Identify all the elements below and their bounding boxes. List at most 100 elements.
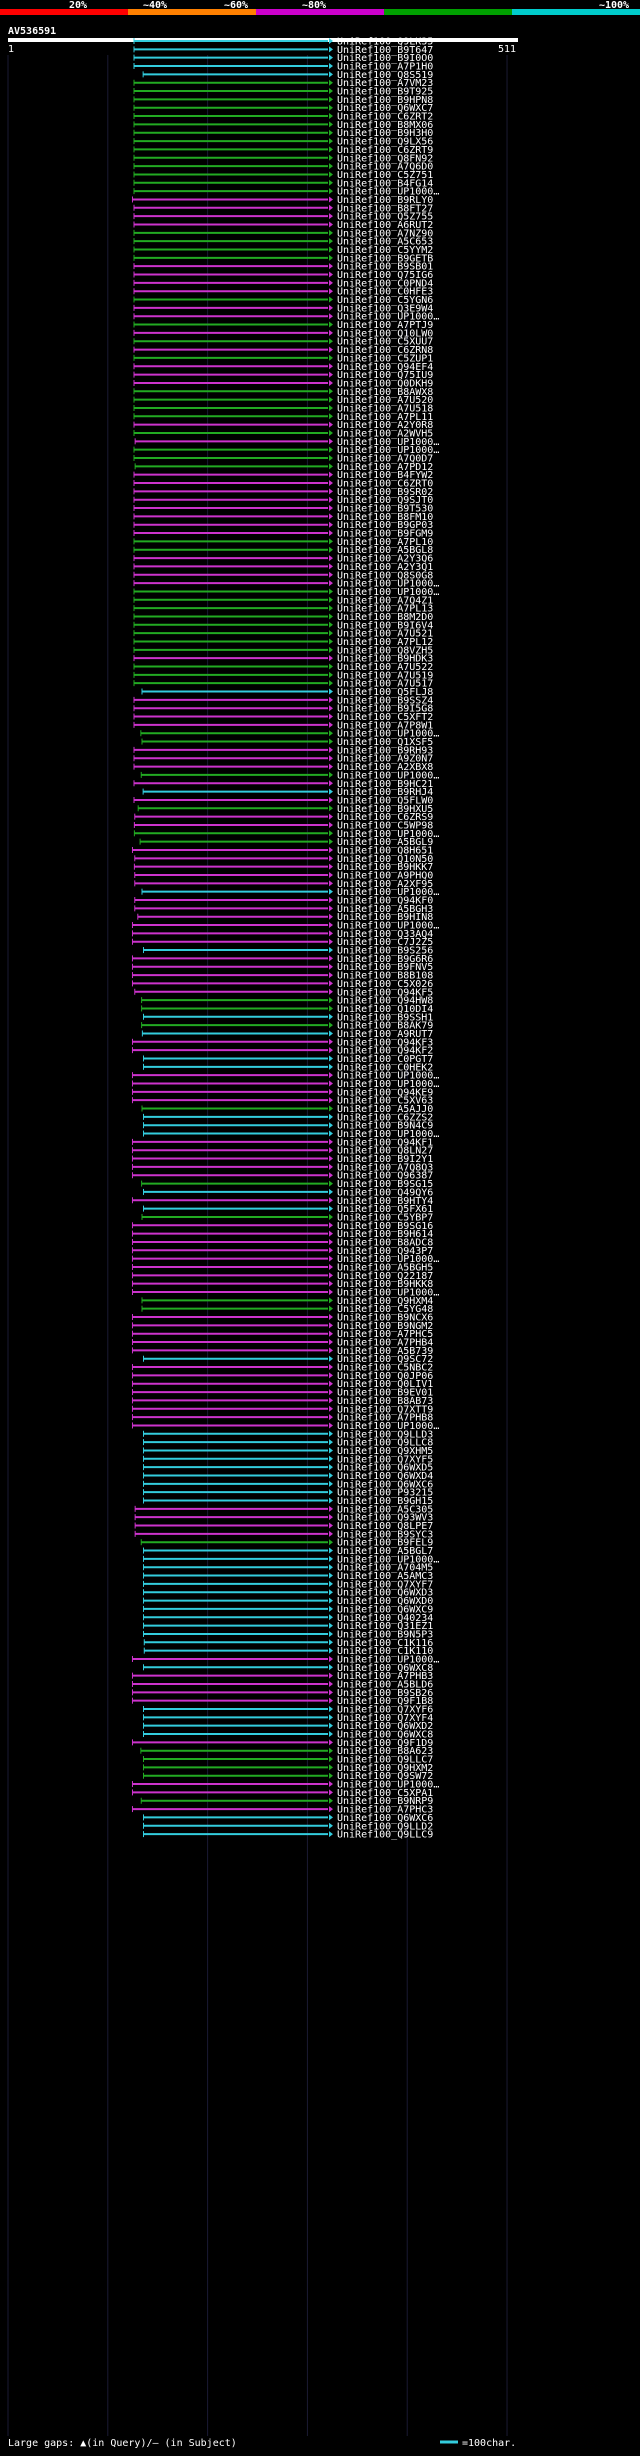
hit-name[interactable]: UniRef100_B9NGM2: [337, 1321, 433, 1332]
hit-name[interactable]: UniRef100_C6ZRT2: [337, 112, 433, 123]
hit-name[interactable]: UniRef100_UP1000…: [337, 312, 439, 323]
hit-name[interactable]: UniRef100_Q94KF0: [337, 896, 433, 907]
hit-name[interactable]: UniRef100_A7P1H0: [337, 62, 433, 73]
hit-name[interactable]: UniRef100_UP1000…: [337, 1254, 439, 1265]
hit-name[interactable]: UniRef100_Q9LK35: [337, 37, 433, 48]
hit-name[interactable]: UniRef100_A5C305: [337, 1504, 433, 1515]
hit-name[interactable]: UniRef100_B9T925: [337, 87, 433, 98]
hit-name[interactable]: UniRef100_B9G6R6: [337, 954, 433, 965]
hit-name[interactable]: UniRef100_A7VM23: [337, 78, 433, 89]
hit-name[interactable]: UniRef100_B9FEL9: [337, 1538, 433, 1549]
hit-name[interactable]: UniRef100_UP1000…: [337, 829, 439, 840]
hit-name[interactable]: UniRef100_A2XF95: [337, 879, 433, 890]
hit-name[interactable]: UniRef100_UP1000…: [337, 587, 439, 598]
hit-name[interactable]: UniRef100_A2Y3Q6: [337, 554, 433, 565]
hit-name[interactable]: UniRef100_C5X026: [337, 979, 433, 990]
hit-name[interactable]: UniRef100_Q7XYF7: [337, 1579, 433, 1590]
hit-name[interactable]: UniRef100_B9I6V4: [337, 620, 433, 631]
hit-name[interactable]: UniRef100_Q9SJT0: [337, 495, 433, 506]
hit-name[interactable]: UniRef100_A7U519: [337, 670, 433, 681]
hit-name[interactable]: UniRef100_B9HKK8: [337, 1279, 433, 1290]
hit-name[interactable]: UniRef100_Q75IU9: [337, 370, 433, 381]
hit-name[interactable]: UniRef100_B9RLY0: [337, 195, 433, 206]
hit-name[interactable]: UniRef100_Q33AQ4: [337, 929, 433, 940]
hit-name[interactable]: UniRef100_Q6WXC9: [337, 1604, 433, 1615]
hit-name[interactable]: UniRef100_B8AK79: [337, 1021, 433, 1032]
hit-name[interactable]: UniRef100_Q6WXD3: [337, 1588, 433, 1599]
hit-name[interactable]: UniRef100_A5BLD6: [337, 1679, 433, 1690]
hit-name[interactable]: UniRef100_Q943P7: [337, 1246, 433, 1257]
hit-name[interactable]: UniRef100_A7U521: [337, 629, 433, 640]
hit-name[interactable]: UniRef100_Q9HXM4: [337, 1296, 433, 1307]
hit-name[interactable]: UniRef100_A5BGH5: [337, 1262, 433, 1273]
hit-name[interactable]: UniRef100_Q9XHM5: [337, 1446, 433, 1457]
hit-name[interactable]: UniRef100_A2XBX8: [337, 762, 433, 773]
hit-name[interactable]: UniRef100_Q9LLC7: [337, 1755, 433, 1766]
hit-name[interactable]: UniRef100_A7U518: [337, 403, 433, 414]
hit-name[interactable]: UniRef100_B9SG15: [337, 1179, 433, 1190]
hit-name[interactable]: UniRef100_B9HC21: [337, 779, 433, 790]
hit-name[interactable]: UniRef100_A2Y3Q1: [337, 562, 433, 573]
hit-name[interactable]: UniRef100_C5ZUP1: [337, 353, 433, 364]
hit-name[interactable]: UniRef100_Q49QY6: [337, 1187, 433, 1198]
hit-name[interactable]: UniRef100_Q94KF1: [337, 1137, 433, 1148]
hit-name[interactable]: UniRef100_B9HDK3: [337, 654, 433, 665]
hit-name[interactable]: UniRef100_B9RHJ4: [337, 787, 433, 798]
hit-name[interactable]: UniRef100_A9Z0N7: [337, 754, 433, 765]
hit-name[interactable]: UniRef100_Q3E9W4: [337, 303, 433, 314]
hit-name[interactable]: UniRef100_C6ZRS9: [337, 812, 433, 823]
hit-name[interactable]: UniRef100_A5B739: [337, 1346, 433, 1357]
hit-name[interactable]: UniRef100_Q8LN27: [337, 1146, 433, 1157]
hit-name[interactable]: UniRef100_Q5FLW0: [337, 795, 433, 806]
hit-name[interactable]: UniRef100_C5XUU7: [337, 337, 433, 348]
hit-name[interactable]: UniRef100_B8AB73: [337, 1396, 433, 1407]
hit-name[interactable]: UniRef100_A7P8W1: [337, 720, 433, 731]
hit-name[interactable]: UniRef100_A7U520: [337, 395, 433, 406]
hit-name[interactable]: UniRef100_B9GETB: [337, 253, 433, 264]
hit-name[interactable]: UniRef100_Q6WXD4: [337, 1471, 433, 1482]
hit-name[interactable]: UniRef100_Q7XYF6: [337, 1705, 433, 1716]
hit-name[interactable]: UniRef100_B9SSH1: [337, 1012, 433, 1023]
hit-name[interactable]: UniRef100_C5YG48: [337, 1304, 433, 1315]
hit-name[interactable]: UniRef100_A5BGL8: [337, 545, 433, 556]
hit-name[interactable]: UniRef100_B9HPN8: [337, 95, 433, 106]
hit-name[interactable]: UniRef100_A5BGH3: [337, 904, 433, 915]
hit-name[interactable]: UniRef100_UP1000…: [337, 729, 439, 740]
hit-name[interactable]: UniRef100_B9S256: [337, 946, 433, 957]
hit-name[interactable]: UniRef100_A7PL11: [337, 412, 433, 423]
hit-name[interactable]: UniRef100_A7PHB3: [337, 1671, 433, 1682]
hit-name[interactable]: UniRef100_B9T530: [337, 504, 433, 515]
hit-name[interactable]: UniRef100_Q0LIV1: [337, 1379, 433, 1390]
hit-name[interactable]: UniRef100_Q0DKH9: [337, 378, 433, 389]
hit-name[interactable]: UniRef100_Q5Z755: [337, 212, 433, 223]
hit-name[interactable]: UniRef100_A7PHB8: [337, 1413, 433, 1424]
hit-name[interactable]: UniRef100_A9PHQ0: [337, 871, 433, 882]
hit-name[interactable]: UniRef100_Q7XYF5: [337, 1454, 433, 1465]
hit-name[interactable]: UniRef100_C5YBP7: [337, 1212, 433, 1223]
hit-name[interactable]: UniRef100_B9SB01: [337, 262, 433, 273]
hit-name[interactable]: UniRef100_A7U517: [337, 679, 433, 690]
hit-name[interactable]: UniRef100_Q31EZ1: [337, 1621, 433, 1632]
hit-name[interactable]: UniRef100_Q10LW0: [337, 328, 433, 339]
hit-name[interactable]: UniRef100_P93215: [337, 1488, 433, 1499]
hit-name[interactable]: UniRef100_Q75IG6: [337, 270, 433, 281]
hit-name[interactable]: UniRef100_A2WVH5: [337, 428, 433, 439]
hit-name[interactable]: UniRef100_A7PTJ9: [337, 320, 433, 331]
hit-name[interactable]: UniRef100_C5XV63: [337, 1096, 433, 1107]
hit-name[interactable]: UniRef100_A7Q0D7: [337, 454, 433, 465]
hit-name[interactable]: UniRef100_C6ZRN8: [337, 345, 433, 356]
hit-name[interactable]: UniRef100_B8FT27: [337, 203, 433, 214]
hit-name[interactable]: UniRef100_Q96387: [337, 1171, 433, 1182]
hit-name[interactable]: UniRef100_C5YYM2: [337, 245, 433, 256]
hit-name[interactable]: UniRef100_Q1XSF5: [337, 737, 433, 748]
hit-name[interactable]: UniRef100_C0PND4: [337, 278, 433, 289]
hit-name[interactable]: UniRef100_B8AWX8: [337, 387, 433, 398]
hit-name[interactable]: UniRef100_A5BGL9: [337, 837, 433, 848]
hit-name[interactable]: UniRef100_Q8FN92: [337, 153, 433, 164]
hit-name[interactable]: UniRef100_Q94KF3: [337, 1037, 433, 1048]
hit-name[interactable]: UniRef100_Q5FX61: [337, 1204, 433, 1215]
hit-name[interactable]: UniRef100_Q9LLC8: [337, 1438, 433, 1449]
hit-name[interactable]: UniRef100_A7Q6D0: [337, 162, 433, 173]
hit-name[interactable]: UniRef100_B9GH15: [337, 1496, 433, 1507]
hit-name[interactable]: UniRef100_B8FM10: [337, 512, 433, 523]
